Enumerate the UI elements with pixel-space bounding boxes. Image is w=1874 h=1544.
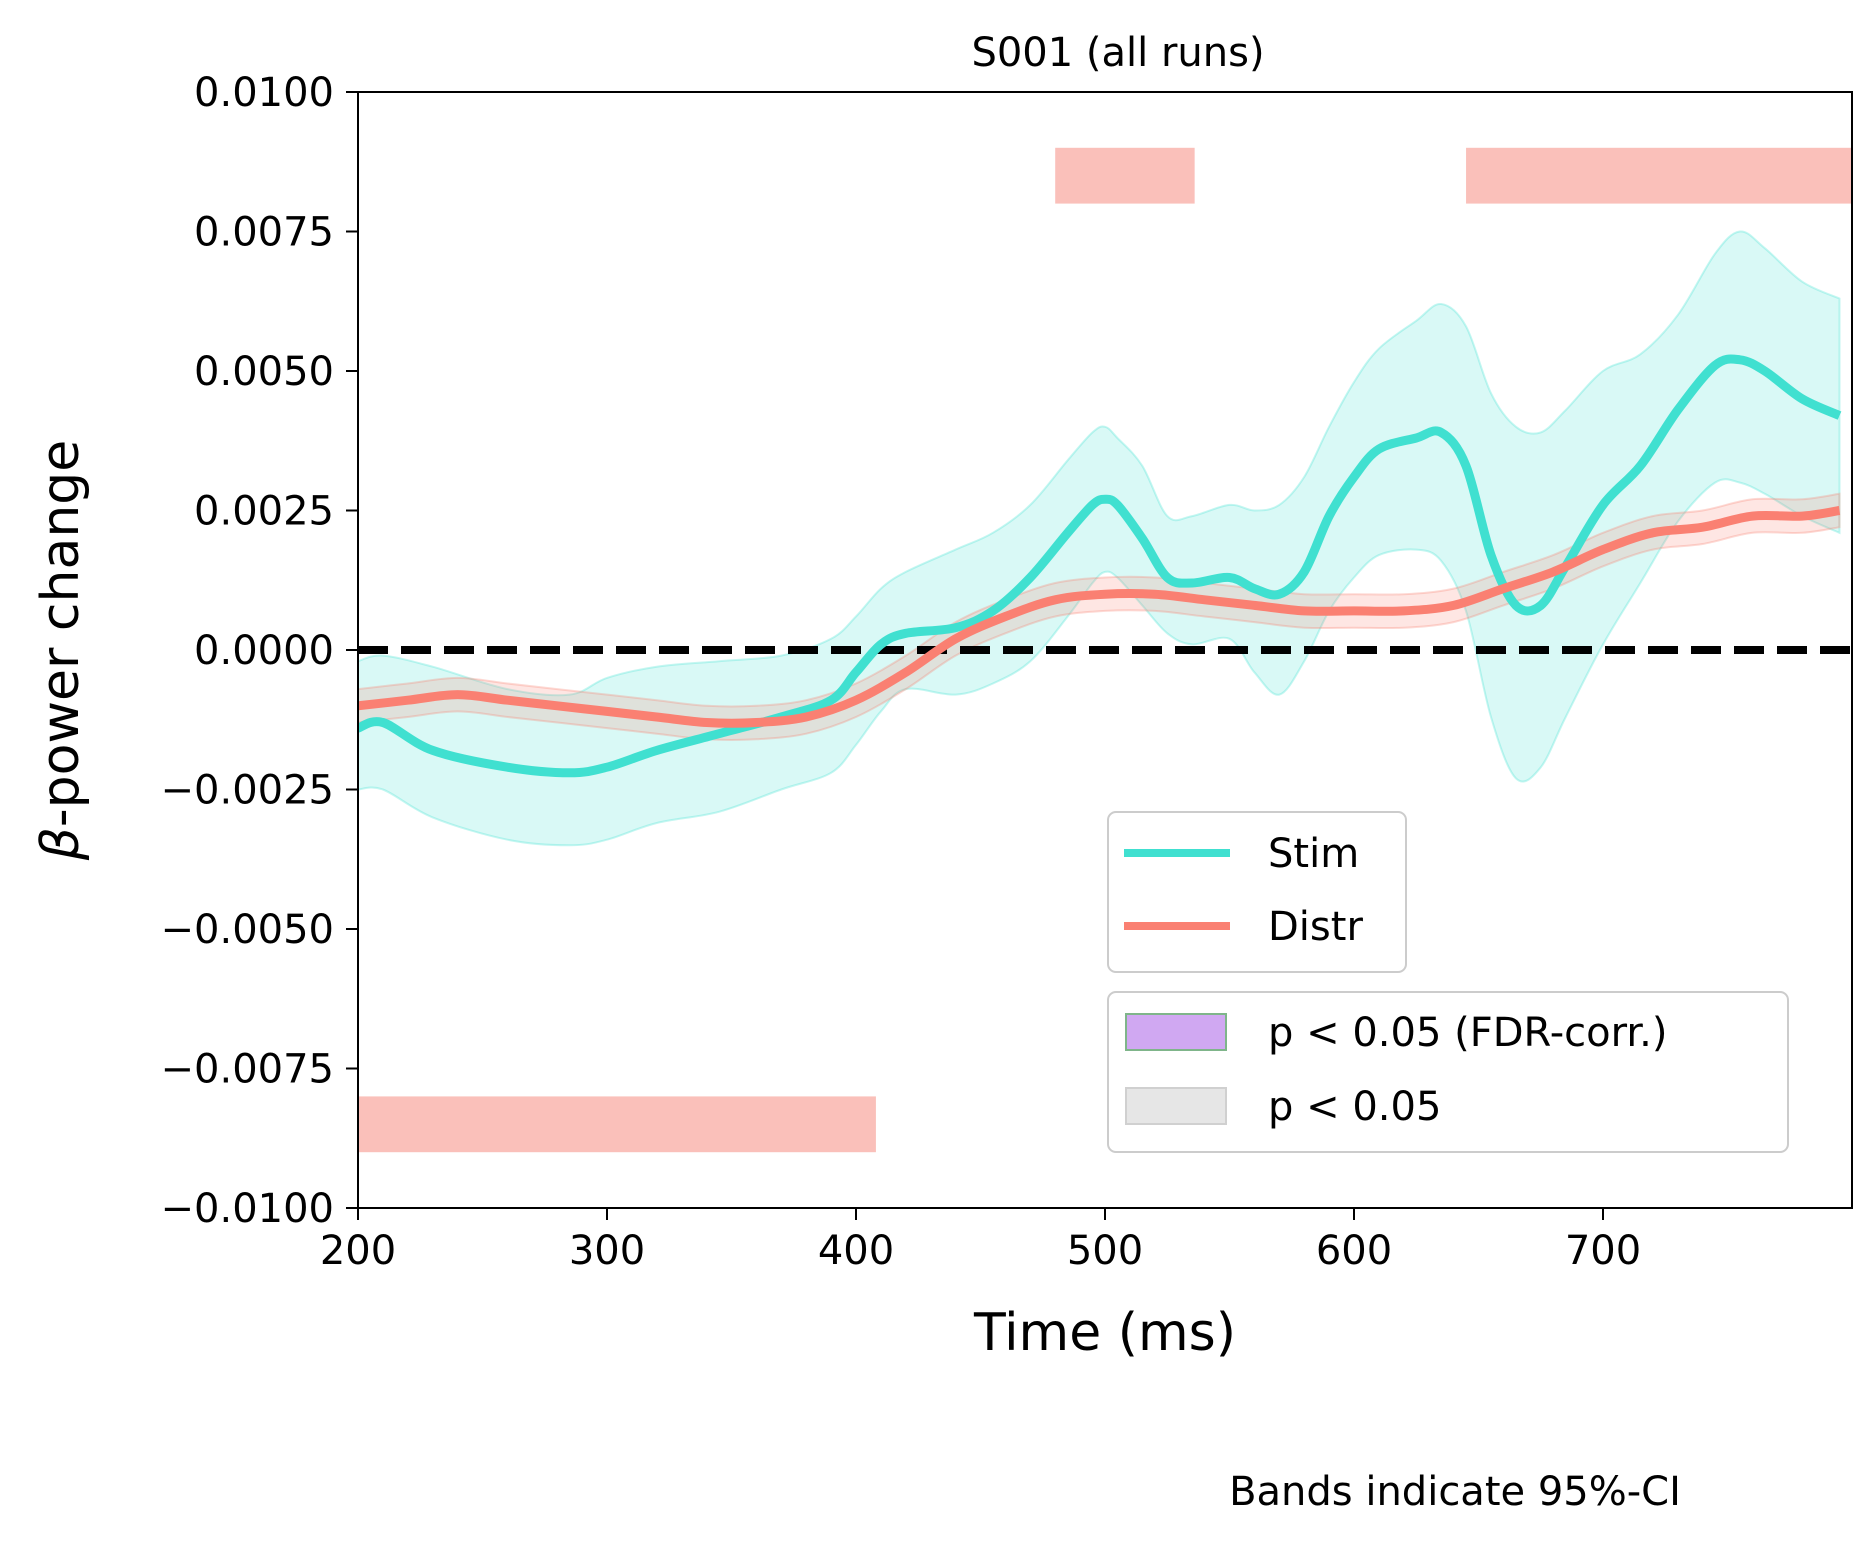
series-line-stim bbox=[358, 354, 1842, 778]
series-line-distr bbox=[358, 506, 1841, 728]
legend-significance-box bbox=[1107, 991, 1789, 1153]
significance-bars bbox=[358, 147, 1852, 1153]
y-tick-label: 0.0000 bbox=[194, 628, 334, 674]
x-tick-label: 700 bbox=[1565, 1228, 1641, 1274]
legend-swatch-fdr bbox=[1125, 1013, 1227, 1051]
y-tick-label: 0.0100 bbox=[194, 70, 334, 116]
legend-label-stim: Stim bbox=[1268, 831, 1359, 877]
x-tick-label: 500 bbox=[1067, 1228, 1143, 1274]
footnote: Bands indicate 95%-CI bbox=[1229, 1469, 1681, 1515]
ci-band-stim bbox=[358, 230, 1841, 847]
x-tick-label: 600 bbox=[1316, 1228, 1392, 1274]
y-axis: −0.0100 −0.0075 −0.0050 −0.0025 0.0000 0.0025… bbox=[161, 70, 358, 1232]
x-axis-label: Time (ms) bbox=[973, 1303, 1236, 1363]
legend-significance: p < 0.05 (FDR-corr.) p < 0.05 bbox=[1107, 991, 1789, 1153]
legend-swatch-uncorrected bbox=[1125, 1087, 1227, 1125]
y-tick-label: 0.0025 bbox=[194, 489, 334, 535]
significance-bar-3 bbox=[358, 1096, 876, 1153]
legend-label-distr: Distr bbox=[1268, 904, 1363, 950]
x-tick-label: 200 bbox=[320, 1228, 396, 1274]
y-tick-label: −0.0075 bbox=[161, 1047, 334, 1093]
significance-bar-1 bbox=[1055, 147, 1195, 204]
x-tick-label: 400 bbox=[818, 1228, 894, 1274]
x-tick-label: 300 bbox=[569, 1228, 645, 1274]
ci-band-distr bbox=[358, 492, 1841, 741]
y-axis-label-text: -power change bbox=[31, 440, 91, 827]
legend-lines: Stim Distr bbox=[1107, 811, 1407, 973]
plot-area bbox=[358, 147, 1852, 1153]
significance-bar-2 bbox=[1466, 147, 1852, 204]
y-axis-label-symbol: β bbox=[31, 827, 91, 861]
legend-label-uncorrected: p < 0.05 bbox=[1268, 1084, 1441, 1130]
y-tick-label: −0.0025 bbox=[161, 768, 334, 814]
x-axis: 200 300 400 500 600 700 bbox=[320, 1208, 1641, 1274]
y-tick-label: −0.0050 bbox=[161, 907, 334, 953]
chart-title: S001 (all runs) bbox=[971, 30, 1264, 76]
y-tick-label: −0.0100 bbox=[161, 1186, 334, 1232]
y-axis-label: β-power change bbox=[31, 440, 91, 862]
legend-label-fdr: p < 0.05 (FDR-corr.) bbox=[1268, 1010, 1667, 1056]
y-tick-label: 0.0050 bbox=[194, 349, 334, 395]
confidence-bands bbox=[358, 230, 1841, 847]
series-lines bbox=[358, 354, 1842, 778]
y-tick-label: 0.0075 bbox=[194, 210, 334, 256]
